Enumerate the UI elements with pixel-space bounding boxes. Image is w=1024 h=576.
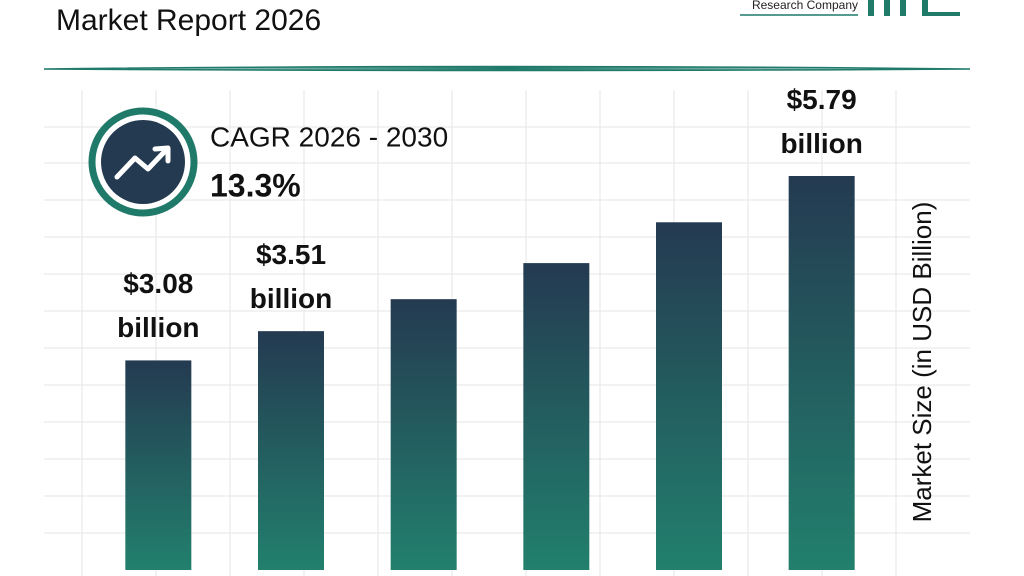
cagr-icon [88, 107, 198, 217]
bar [390, 299, 457, 570]
bar [656, 222, 722, 570]
brand-text: Research Company [752, 0, 858, 12]
bar [258, 331, 324, 570]
value-label: $3.08 billion [117, 268, 200, 344]
brand-logo [740, 0, 960, 16]
cagr-value: 13.3% [210, 167, 301, 203]
bar [523, 263, 590, 570]
cagr-label: CAGR 2026 - 2030 [210, 121, 448, 152]
value-label: $3.51 billion [249, 239, 333, 315]
bar [125, 360, 192, 570]
title: Market Report 2026 [56, 4, 321, 37]
y-axis-label: Market Size (in USD Billion) [907, 202, 937, 523]
header-rule [43, 65, 971, 72]
value-label: $5.79 billion [780, 84, 863, 159]
bar [788, 176, 855, 570]
